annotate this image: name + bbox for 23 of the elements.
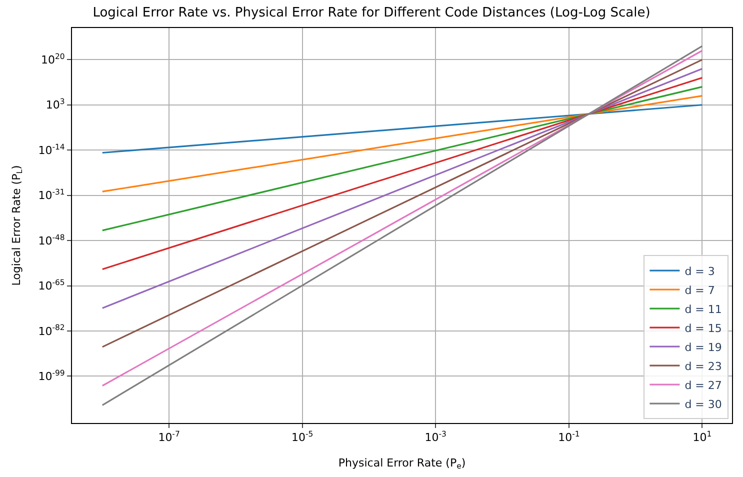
legend-label: d = 23 [684,360,722,373]
y-tick-label: 10$^{-65}$ [38,278,65,293]
x-tick-label: 10$^{-7}$ [158,430,180,444]
y-tick-label: 10$^{-14}$ [38,142,65,157]
x-tick-label: 10$^{-3}$ [424,430,447,444]
legend-label: d = 27 [684,378,722,392]
y-tick-label: 10$^{20}$ [41,52,65,67]
y-tick-label: 10$^{3}$ [46,97,65,112]
chart-title: Logical Error Rate vs. Physical Error Rate for Different Code Distances (Log-Log Scale) [92,5,650,20]
legend-label: d = 3 [684,264,715,278]
legend-label: d = 30 [684,398,722,411]
y-tick-label: 10$^{-31}$ [38,188,65,202]
x-tick-label: 10$^{-5}$ [291,430,314,444]
legend-label: d = 7 [684,284,715,297]
x-tick-label: 10$^{-1}$ [558,430,580,444]
legend-label: d = 11 [684,302,722,316]
legend-label: d = 19 [684,340,722,354]
y-tick-label: 10$^{-48}$ [38,232,65,248]
y-tick-label: 10$^{-99}$ [38,368,65,384]
legend-label: d = 15 [684,322,722,335]
y-tick-label: 10$^{-82}$ [38,323,65,338]
x-axis-title: Physical Error Rate (P$_{e}$) [338,456,466,471]
x-tick-label: 10$^{1}$ [692,430,712,444]
